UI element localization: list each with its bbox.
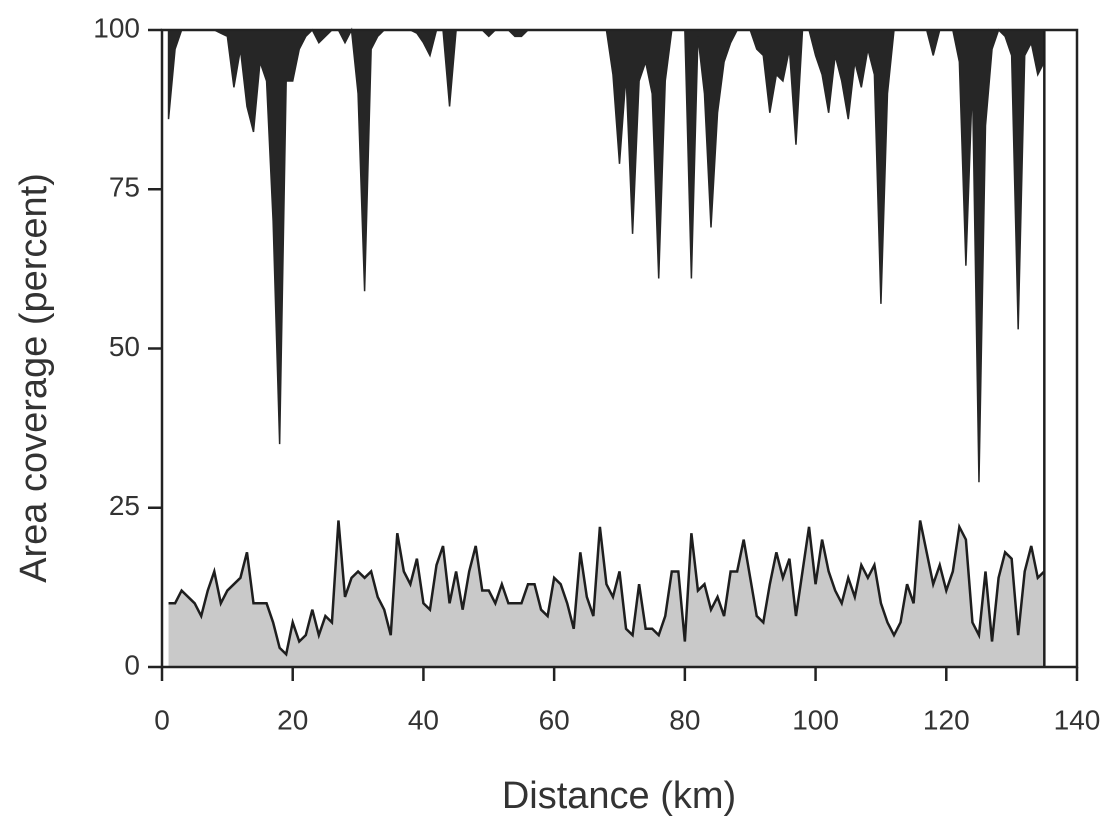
area: [168, 520, 1045, 667]
x-tick-label: 0: [154, 704, 170, 735]
y-axis-label: Area coverage (percent): [13, 173, 55, 583]
y-tick-label: 0: [124, 649, 140, 680]
x-tick-label: 120: [923, 704, 970, 735]
x-tick-label: 140: [1054, 704, 1101, 735]
x-tick-label: 100: [792, 704, 839, 735]
x-tick-label: 40: [408, 704, 439, 735]
x-tick-label: 80: [669, 704, 700, 735]
x-tick-label: 60: [539, 704, 570, 735]
area: [167, 27, 1046, 483]
x-tick-label: 20: [277, 704, 308, 735]
x-axis-label: Distance (km): [502, 775, 736, 817]
y-tick-label: 25: [109, 490, 140, 521]
y-tick-label: 50: [109, 331, 140, 362]
y-tick-label: 75: [109, 172, 140, 203]
y-tick-label: 100: [93, 12, 140, 43]
line: [168, 520, 1046, 657]
